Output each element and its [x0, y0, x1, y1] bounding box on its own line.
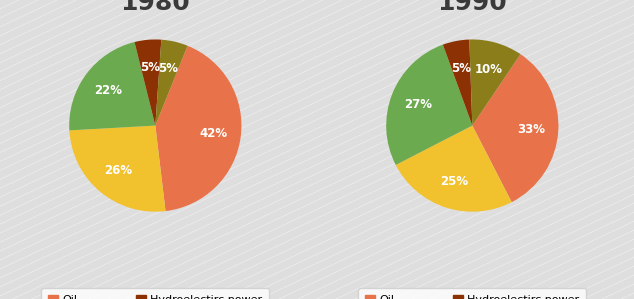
Wedge shape	[155, 46, 242, 211]
Text: 26%: 26%	[103, 164, 132, 177]
Wedge shape	[69, 42, 155, 130]
Text: 27%: 27%	[404, 98, 432, 111]
Legend: Oil, Natural gas, Coal, Hydroelectirc power, Nuclear power: Oil, Natural gas, Coal, Hydroelectirc po…	[358, 288, 586, 299]
Title: 1990: 1990	[437, 0, 507, 15]
Wedge shape	[155, 40, 188, 126]
Wedge shape	[396, 126, 512, 212]
Text: 25%: 25%	[441, 175, 469, 188]
Text: 5%: 5%	[158, 62, 179, 75]
Title: 1980: 1980	[120, 0, 190, 15]
Wedge shape	[469, 39, 521, 126]
Text: 22%: 22%	[94, 84, 122, 97]
Text: 42%: 42%	[199, 127, 228, 140]
Text: 5%: 5%	[140, 61, 160, 74]
Text: 5%: 5%	[451, 62, 471, 74]
Wedge shape	[386, 45, 472, 165]
Wedge shape	[472, 54, 559, 202]
Text: 10%: 10%	[474, 63, 503, 76]
Wedge shape	[134, 39, 161, 126]
Text: 33%: 33%	[517, 123, 545, 135]
Legend: Oil, Natural gas, Coal, Hydroelectirc power, Nuclear power: Oil, Natural gas, Coal, Hydroelectirc po…	[41, 288, 269, 299]
Wedge shape	[69, 126, 165, 212]
Wedge shape	[443, 39, 472, 126]
